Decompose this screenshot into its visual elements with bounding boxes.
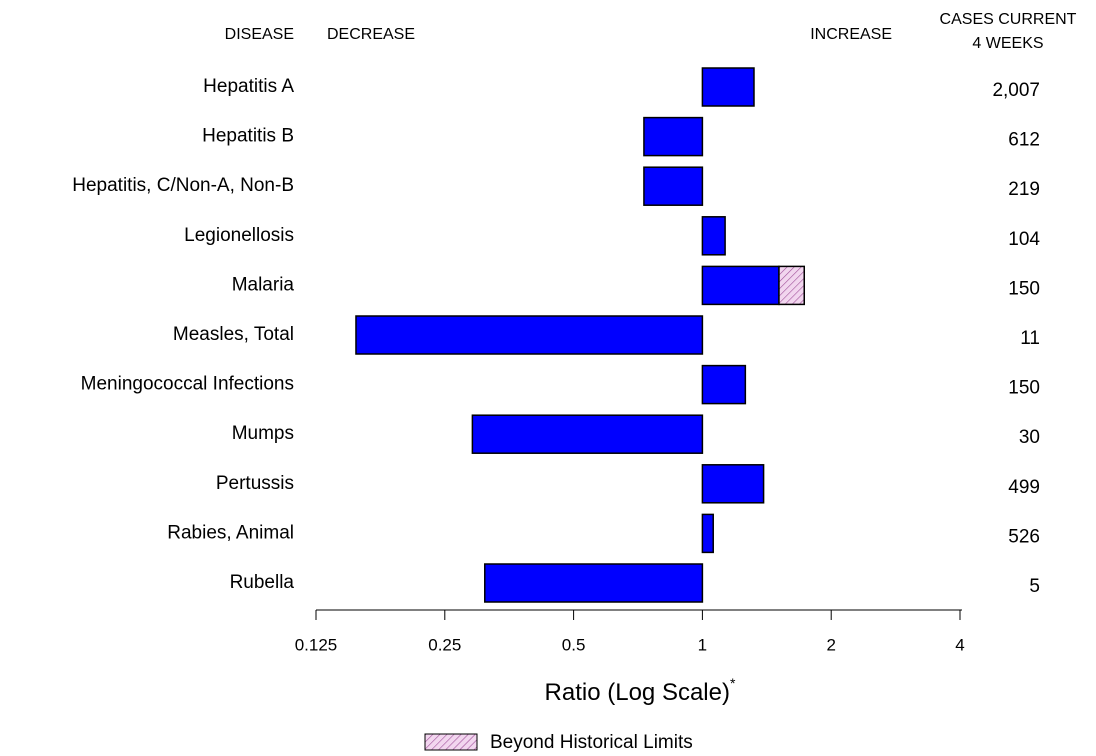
legend-label: Beyond Historical Limits <box>490 732 693 753</box>
cases-value: 150 <box>1008 278 1040 299</box>
bar-beyond-limits <box>778 265 806 306</box>
category-label: Legionellosis <box>184 225 294 246</box>
bar <box>701 464 765 504</box>
x-axis-label-note: * <box>730 675 736 691</box>
cases-value: 219 <box>1008 179 1040 200</box>
bar <box>484 563 704 603</box>
x-tick-label: 4 <box>955 635 964 654</box>
header-disease: DISEASE <box>225 26 294 43</box>
cases-value: 11 <box>1020 328 1040 349</box>
category-label: Mumps <box>232 423 294 444</box>
category-label: Pertussis <box>216 473 294 494</box>
x-axis-label: Ratio (Log Scale)* <box>545 675 736 707</box>
x-tick-label: 0.5 <box>562 635 586 654</box>
category-label: Hepatitis B <box>202 126 294 147</box>
bar <box>471 414 704 454</box>
legend-swatch <box>424 733 478 751</box>
x-tick-label: 2 <box>826 635 835 654</box>
category-label: Hepatitis, C/Non-A, Non-B <box>72 175 294 196</box>
bar <box>701 67 755 107</box>
x-tick-label: 0.125 <box>295 635 338 654</box>
bar <box>701 265 780 306</box>
bar <box>701 216 726 256</box>
bar <box>701 513 714 554</box>
header-decrease: DECREASE <box>327 26 415 43</box>
header-cases: CASES CURRENT <box>940 11 1077 28</box>
category-label: Meningococcal Infections <box>81 374 294 395</box>
bar <box>701 364 747 405</box>
bar <box>643 116 704 157</box>
cases-value: 526 <box>1008 526 1040 547</box>
header-increase: INCREASE <box>810 26 892 43</box>
category-label: Rabies, Animal <box>167 522 294 543</box>
header-cases: 4 WEEKS <box>972 35 1043 52</box>
cases-value: 30 <box>1019 427 1040 448</box>
cases-value: 499 <box>1008 477 1040 498</box>
cases-value: 2,007 <box>992 80 1040 101</box>
category-label: Measles, Total <box>173 324 294 345</box>
cases-value: 612 <box>1008 130 1040 151</box>
category-label: Malaria <box>232 274 295 295</box>
cases-value: 150 <box>1008 378 1040 399</box>
cases-value: 5 <box>1029 576 1040 597</box>
x-tick-label: 0.25 <box>428 635 461 654</box>
bar <box>355 315 704 355</box>
bar <box>643 166 704 206</box>
category-label: Rubella <box>230 572 295 593</box>
cases-value: 104 <box>1008 229 1040 250</box>
category-label: Hepatitis A <box>203 76 294 97</box>
x-tick-label: 1 <box>698 635 707 654</box>
x-axis-label-text: Ratio (Log Scale) <box>545 679 730 706</box>
